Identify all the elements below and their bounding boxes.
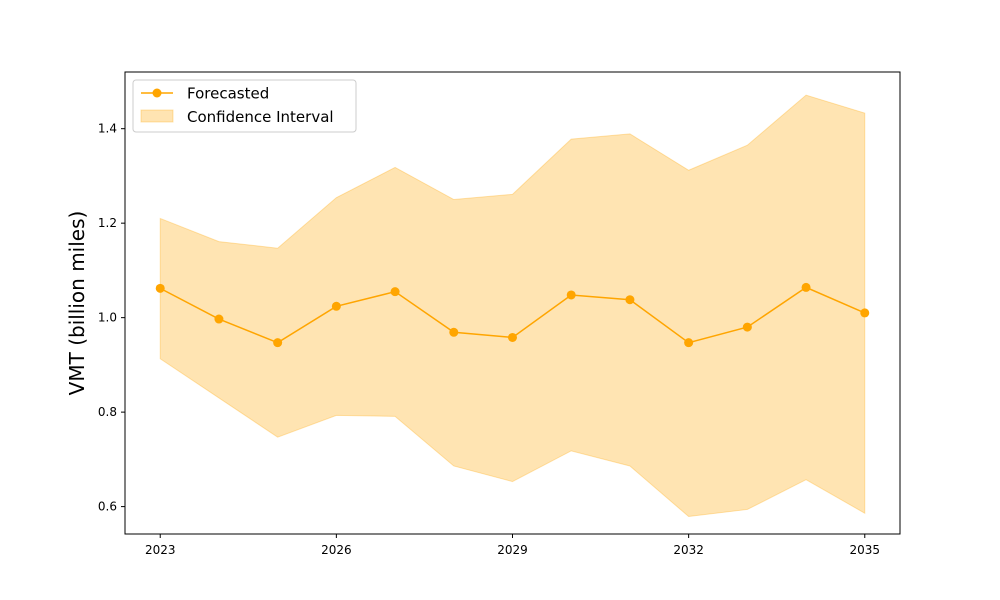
plot-area: [125, 72, 900, 534]
forecast-point: [214, 314, 224, 324]
x-axis-ticks: 2023 2026 2029 2032 2035: [145, 534, 880, 557]
y-axis-ticks: 0.6 0.8 1.0 1.2 1.4: [98, 122, 125, 514]
y-tick-label: 0.6: [98, 500, 117, 514]
confidence-band-layer: [159, 94, 866, 518]
forecast-point: [860, 308, 870, 318]
y-axis-label: VMT (billion miles): [65, 211, 89, 396]
forecast-point: [566, 290, 576, 300]
y-tick-label: 1.0: [98, 311, 117, 325]
y-tick-label: 1.2: [98, 216, 117, 230]
forecast-line-layer: [155, 282, 870, 348]
x-tick-label: 2026: [321, 543, 352, 557]
confidence-interval-band: [159, 94, 866, 518]
x-tick-label: 2035: [849, 543, 880, 557]
forecast-point: [155, 283, 165, 293]
legend-box: [132, 79, 357, 133]
legend-ci-label: Confidence Interval: [187, 108, 334, 126]
legend: Forecasted Confidence Interval: [132, 79, 357, 133]
x-tick-label: 2023: [145, 543, 176, 557]
legend-ci-swatch: [140, 109, 174, 123]
forecast-point: [331, 301, 341, 311]
forecast-point: [801, 282, 811, 292]
forecast-point: [449, 327, 459, 337]
x-tick-label: 2029: [497, 543, 528, 557]
forecast-point: [684, 338, 694, 348]
forecast-point: [273, 338, 283, 348]
forecast-point: [742, 322, 752, 332]
y-tick-label: 0.8: [98, 405, 117, 419]
x-tick-label: 2032: [673, 543, 704, 557]
forecast-point: [390, 287, 400, 297]
forecast-point: [508, 332, 517, 342]
y-tick-label: 1.4: [98, 122, 117, 136]
legend-forecast-marker: [152, 88, 162, 98]
legend-forecast-label: Forecasted: [187, 85, 269, 103]
forecast-point: [625, 295, 635, 305]
